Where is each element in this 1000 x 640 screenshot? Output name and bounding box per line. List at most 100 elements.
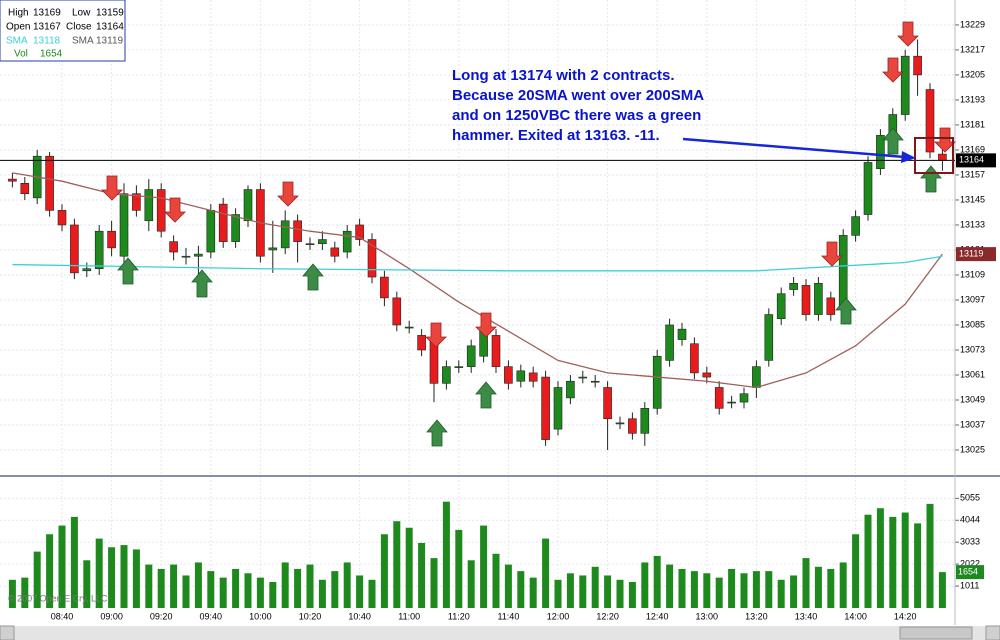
- info-value: 13119: [96, 36, 124, 47]
- volume-bar: [232, 568, 240, 608]
- candle-body: [826, 297, 836, 315]
- volume-badge-label: 1654: [958, 566, 978, 576]
- volume-bar: [108, 547, 116, 608]
- x-tick-label: 12:20: [596, 611, 619, 621]
- info-label: Open: [6, 22, 30, 33]
- volume-bar: [901, 512, 909, 608]
- candle-body: [702, 372, 712, 378]
- volume-bar: [852, 534, 860, 608]
- scroll-right[interactable]: [985, 625, 1000, 640]
- y-tick-label: 1011: [960, 580, 979, 590]
- info-label: High: [8, 8, 29, 19]
- candle-body: [776, 293, 786, 320]
- volume-bar: [244, 573, 252, 608]
- candle-body: [652, 355, 662, 409]
- candle-body: [318, 239, 327, 245]
- y-tick-label: 13157: [960, 169, 985, 179]
- scroll-left[interactable]: [0, 625, 15, 640]
- candle-body: [764, 314, 774, 361]
- candle-body: [194, 253, 203, 257]
- volume-bar: [442, 501, 450, 608]
- candle-body: [392, 297, 402, 326]
- candle-body: [615, 422, 625, 425]
- volume-bar: [914, 523, 922, 608]
- buy-arrow: [302, 263, 324, 291]
- candle-body: [727, 401, 736, 404]
- candle-body: [367, 239, 377, 278]
- y-tick-label: 13145: [960, 194, 985, 204]
- volume-bar: [628, 581, 636, 608]
- sell-arrow: [475, 312, 497, 338]
- volume-bar: [393, 521, 401, 608]
- sell-arrow: [277, 181, 299, 207]
- volume-bar: [455, 529, 463, 608]
- info-label: SMA: [72, 36, 94, 47]
- volume-bar: [777, 579, 785, 608]
- volume-bar: [492, 553, 500, 608]
- x-tick-label: 10:20: [299, 611, 322, 621]
- sell-arrow: [897, 21, 919, 47]
- candle-body: [45, 155, 54, 211]
- scrollbar: [0, 625, 1000, 640]
- candle-body: [739, 393, 749, 403]
- buy-arrow: [426, 419, 448, 447]
- x-tick-label: 12:40: [646, 611, 669, 621]
- volume-bar: [120, 545, 128, 608]
- volume-bar: [728, 568, 736, 608]
- candle-body: [20, 182, 30, 195]
- candle-body: [578, 376, 588, 379]
- candle-body: [913, 55, 922, 76]
- volume-bar: [554, 579, 562, 608]
- volume-bar: [430, 558, 438, 608]
- volume-bar: [207, 571, 215, 608]
- volume-bar: [182, 575, 190, 608]
- marks: 13164 13119 1654: [0, 39, 996, 608]
- volume-bar: [256, 577, 264, 608]
- volume-bar: [380, 534, 388, 608]
- copyright: © 2007 Open E Cry, LLC: [8, 593, 108, 603]
- volume-bar: [418, 542, 426, 608]
- sma-badge: [956, 247, 996, 262]
- candle-body: [442, 366, 451, 384]
- candle-body: [107, 230, 116, 249]
- sma-line: [12, 255, 943, 272]
- candle-body: [528, 372, 538, 382]
- candle-body: [8, 178, 17, 182]
- scroll-thumb[interactable]: [899, 626, 973, 640]
- volume-bar: [219, 577, 227, 608]
- volume-bar: [318, 579, 326, 608]
- volume-bar: [132, 549, 140, 608]
- candle-body: [628, 418, 637, 434]
- volume-bar: [306, 564, 314, 608]
- x-tick-label: 12:00: [547, 611, 570, 621]
- sell-arrow: [934, 127, 956, 153]
- volume-bar: [790, 575, 798, 608]
- volume-bar: [467, 560, 475, 608]
- volume-bar: [666, 564, 674, 608]
- info-value: 13159: [96, 8, 124, 19]
- signals: [101, 21, 956, 447]
- x-tick-label: 11:20: [448, 611, 470, 621]
- y-tick-label: 13181: [960, 119, 985, 129]
- volume-bar: [802, 558, 810, 608]
- volume-bar: [579, 575, 587, 608]
- volume-bar: [641, 562, 649, 608]
- buy-arrow: [191, 269, 213, 298]
- volume-bar: [529, 577, 537, 608]
- volume-bar: [616, 579, 624, 608]
- x-tick-label: 09:00: [100, 611, 123, 621]
- volume-bar: [814, 566, 822, 608]
- volume-bar: [740, 573, 748, 608]
- candle-body: [454, 366, 464, 368]
- info-label: Close: [66, 22, 92, 33]
- candle-body: [504, 366, 513, 384]
- volume-bar: [827, 568, 835, 608]
- annotation-line: Long at 13174 with 2 contracts.: [452, 67, 675, 84]
- candle-body: [417, 335, 426, 351]
- info-label: Vol: [14, 49, 28, 60]
- sell-arrow: [882, 57, 904, 83]
- volume-bar: [170, 564, 178, 608]
- candle-body: [466, 345, 476, 367]
